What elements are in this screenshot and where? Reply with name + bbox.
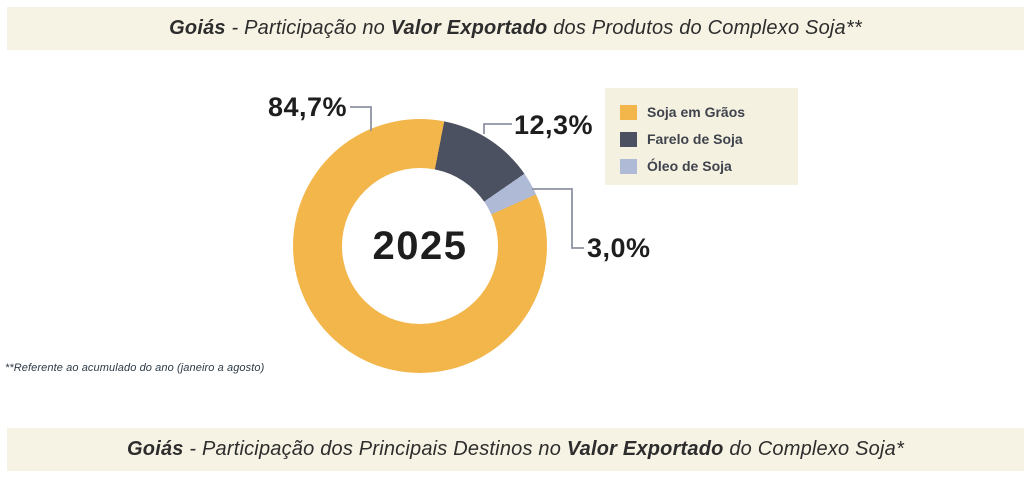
legend-swatch-oleo-de-soja (620, 159, 637, 174)
legend-swatch-soja-em-graos (620, 105, 637, 120)
legend-label-soja-em-graos: Soja em Grãos (647, 104, 746, 120)
leader-line-soja-em-graos (350, 106, 372, 131)
donut-center-year-label: 2025 (372, 224, 468, 268)
legend-item-oleo-de-soja: Óleo de Soja (620, 157, 798, 176)
legend-label-farelo-de-soja: Farelo de Soja (647, 131, 743, 147)
legend-item-soja-em-graos: Soja em Grãos (620, 103, 798, 122)
chart-title-bar: Goiás - Participação no Valor Exportado … (7, 7, 1024, 50)
leader-line-farelo (483, 123, 512, 134)
legend-swatch-farelo-de-soja (620, 132, 637, 147)
slice-label-oleo-de-soja: 3,0% (587, 233, 651, 263)
slice-label-soja-em-graos: 84,7% (267, 92, 347, 122)
legend-label-oleo-de-soja: Óleo de Soja (647, 158, 732, 174)
legend-item-farelo-de-soja: Farelo de Soja (620, 130, 798, 149)
chart-footnote: **Referente ao acumulado do ano (janeiro… (5, 362, 265, 374)
donut-hole (342, 168, 498, 324)
next-section-title-bar: Goiás - Participação dos Principais Dest… (7, 428, 1024, 471)
chart-legend: Soja em Grãos Farelo de Soja Óleo de Soj… (605, 88, 798, 185)
slice-label-farelo-de-soja: 12,3% (514, 110, 594, 140)
